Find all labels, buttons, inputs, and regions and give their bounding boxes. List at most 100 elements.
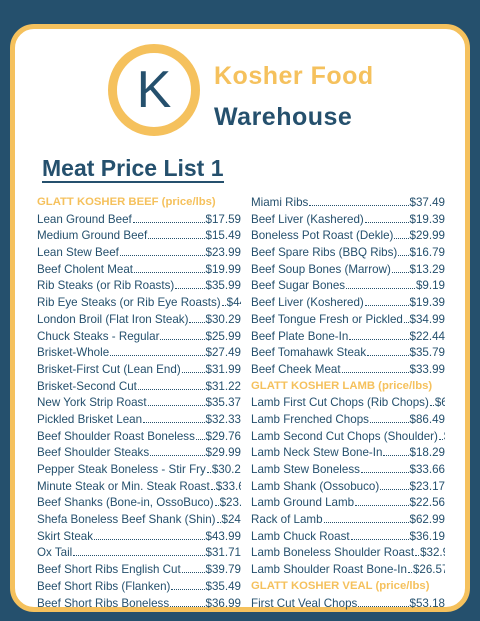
- item-name: Medium Ground Beef: [37, 229, 148, 243]
- price-item: Beef Short Ribs (Flanken) $35.49: [37, 580, 241, 597]
- item-name: Beef Shanks (Bone-in, OssoBuco): [37, 496, 214, 510]
- item-name: Beef Shoulder Steaks: [37, 446, 150, 460]
- item-price: $27.49: [205, 346, 241, 360]
- dot-leader: [110, 355, 205, 357]
- price-item: London Broil (Flat Iron Steak) $30.29: [37, 313, 241, 330]
- item-name: Lamb Stew Boneless: [251, 463, 360, 476]
- item-price: $32.33: [205, 412, 241, 426]
- dot-leader: [132, 221, 205, 223]
- item-name: Boneless Pot Roast (Dekle): [251, 229, 394, 243]
- item-name: Shefa Boneless Beef Shank (Shin): [37, 513, 216, 527]
- item-name: Beef Tomahawk Steak: [251, 346, 367, 360]
- section-heading-label: GLATT KOSHER VEAL (price/lbs): [251, 579, 430, 592]
- item-name: Ox Tail: [37, 546, 73, 560]
- price-item: Ox Tail $31.71: [37, 546, 241, 563]
- item-price: $35.79: [409, 346, 445, 360]
- item-price: $26.57: [412, 563, 445, 577]
- item-price: $19.99: [205, 262, 241, 276]
- price-item: Lamb Stew Boneless $33.66: [251, 463, 445, 480]
- price-item: Brisket-Second Cut $31.22: [37, 380, 241, 397]
- item-name: Beef Cheek Meat: [251, 362, 341, 376]
- price-item: Beef Liver (Koshered) $19.39: [251, 296, 445, 313]
- item-price: $23.99: [205, 246, 241, 260]
- item-name: Minute Steak or Min. Steak Roast: [37, 479, 210, 493]
- item-name: First Cut Veal Chops: [251, 596, 358, 610]
- brand-name-line2: Warehouse: [214, 103, 353, 131]
- item-name: Brisket-Whole: [37, 346, 110, 360]
- item-price: $32.93: [420, 546, 445, 560]
- price-item: Beef Tomahawk Steak $35.79: [251, 346, 445, 363]
- item-price: $18.29: [409, 446, 445, 460]
- price-item: Lamb Ground Lamb $22.56: [251, 496, 445, 513]
- dot-leader: [148, 238, 205, 240]
- item-name: Beef Tongue Fresh or Pickled: [251, 312, 403, 326]
- price-item: Lamb Neck Stew Bone-In $18.29: [251, 446, 445, 463]
- item-price: $35.49: [205, 579, 241, 593]
- item-price: $36.19: [409, 529, 445, 543]
- price-item: Brisket-Whole $27.49: [37, 346, 241, 363]
- price-item: Lamb Frenched Chops $86.49: [251, 413, 445, 430]
- item-name: Beef Short Ribs (Flanken): [37, 579, 171, 593]
- dot-leader: [170, 605, 205, 607]
- price-item: Shefa Boneless Beef Shank (Shin) $24.39: [37, 513, 241, 530]
- item-name: Beef Plate Bone-In: [251, 329, 349, 343]
- item-price: $31.22: [205, 379, 241, 393]
- item-price: $33.66: [409, 463, 445, 476]
- price-item: Lamb Shoulder Roast Bone-In $26.57: [251, 563, 445, 580]
- price-item: Beef Cheek Meat $33.99: [251, 363, 445, 380]
- dot-leader: [175, 288, 205, 290]
- price-item: Beef Liver (Kashered) $19.39: [251, 213, 445, 230]
- item-price: $43.99: [205, 529, 241, 543]
- section-heading: GLATT KOSHER LAMB (price/lbs): [251, 380, 445, 397]
- dot-leader: [438, 438, 443, 440]
- item-price: $31.71: [205, 546, 241, 560]
- section-heading-label: GLATT KOSHER BEEF (price/lbs): [37, 196, 216, 208]
- item-name: Lamb Ground Lamb: [251, 496, 355, 510]
- kosher-logo: K: [108, 44, 200, 136]
- logo-letter: K: [136, 61, 172, 119]
- item-name: Lamb Chuck Roast: [251, 529, 350, 543]
- item-price: $30.29: [205, 312, 241, 326]
- price-item: Miami Ribs $37.49: [251, 196, 445, 213]
- item-name: Skirt Steak: [37, 529, 94, 543]
- item-name: Lean Ground Beef: [37, 212, 132, 226]
- item-price: $37.49: [409, 196, 445, 209]
- item-price: $22.44: [409, 329, 445, 343]
- brand-name-line1: Kosher Food: [214, 62, 374, 90]
- dot-leader: [367, 355, 409, 357]
- item-name: Lamb Frenched Chops: [251, 412, 369, 426]
- item-price: $15.49: [205, 229, 241, 243]
- dot-leader: [181, 371, 205, 373]
- item-price: $30.29: [211, 463, 241, 476]
- price-item: Pickled Brisket Lean $32.33: [37, 413, 241, 430]
- item-name: Beef Short Ribs English Cut: [37, 563, 181, 577]
- item-price: $16.79: [409, 246, 445, 260]
- section-heading: GLATT KOSHER BEEF (price/lbs): [37, 196, 241, 213]
- item-name: Pickled Brisket Lean: [37, 412, 143, 426]
- price-item: Beef Spare Ribs (BBQ Ribs) $16.79: [251, 246, 445, 263]
- price-item: Lamb Second Cut Chops (Shoulder) $30.49: [251, 430, 445, 447]
- dot-leader: [221, 305, 226, 307]
- item-price: $31.99: [205, 362, 241, 376]
- item-name: Lean Stew Beef: [37, 246, 119, 260]
- section-heading: GLATT KOSHER VEAL (price/lbs): [251, 580, 445, 597]
- item-price: $9.19: [415, 279, 445, 293]
- item-price: $23.17: [409, 479, 445, 493]
- price-column-left: GLATT KOSHER BEEF (price/lbs) Lean Ground…: [37, 196, 241, 613]
- dot-leader: [309, 205, 409, 206]
- item-name: Lamb Boneless Shoulder Roast: [251, 546, 415, 560]
- item-name: Lamb Shoulder Roast Bone-In: [251, 563, 407, 577]
- dot-leader: [398, 255, 409, 257]
- item-price: $36.99: [205, 596, 241, 610]
- dot-leader: [364, 221, 409, 223]
- page-title: Meat Price List 1: [42, 155, 224, 183]
- price-item: Rib Eye Steaks (or Rib Eye Roasts) $44.99: [37, 296, 241, 313]
- price-column-right: Miami Ribs $37.49 Beef Liver (Kashered) $19…: [251, 196, 445, 613]
- price-item: Lamb First Cut Chops (Rib Chops) $66.99: [251, 396, 445, 413]
- item-name: Beef Spare Ribs (BBQ Ribs): [251, 246, 398, 260]
- item-price: $33.99: [409, 362, 445, 376]
- price-item: First Cut Veal Chops $53.18: [251, 597, 445, 614]
- price-item: New York Strip Roast $35.37: [37, 396, 241, 413]
- price-item: Skirt Steak $43.99: [37, 530, 241, 547]
- dot-leader: [403, 321, 409, 323]
